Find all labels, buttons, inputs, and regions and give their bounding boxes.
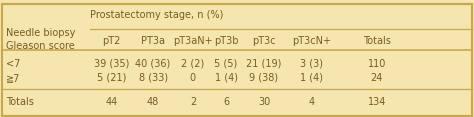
Text: 0: 0: [190, 73, 196, 83]
Text: 3 (3): 3 (3): [300, 59, 323, 69]
Text: 48: 48: [147, 97, 159, 107]
Text: pT3aN+: pT3aN+: [173, 36, 213, 46]
Text: pT2: pT2: [102, 36, 120, 46]
Text: PT3a: PT3a: [141, 36, 165, 46]
Text: 110: 110: [368, 59, 386, 69]
Text: Needle biopsy
Gleason score: Needle biopsy Gleason score: [6, 28, 75, 51]
Text: 39 (35): 39 (35): [94, 59, 129, 69]
Text: 2 (2): 2 (2): [181, 59, 205, 69]
Text: pT3c: pT3c: [252, 36, 276, 46]
Text: 40 (36): 40 (36): [136, 59, 171, 69]
Text: 5 (5): 5 (5): [214, 59, 238, 69]
Text: Prostatectomy stage, n (%): Prostatectomy stage, n (%): [90, 10, 223, 20]
Text: 6: 6: [223, 97, 229, 107]
Text: 2: 2: [190, 97, 196, 107]
Text: 44: 44: [105, 97, 118, 107]
Text: Totals: Totals: [363, 36, 391, 46]
Text: Totals: Totals: [6, 97, 34, 107]
Text: pT3b: pT3b: [214, 36, 238, 46]
Text: pT3cN+: pT3cN+: [292, 36, 331, 46]
Text: ≧7: ≧7: [6, 73, 20, 83]
Text: 24: 24: [371, 73, 383, 83]
Text: 4: 4: [309, 97, 314, 107]
Text: 1 (4): 1 (4): [300, 73, 323, 83]
Text: 21 (19): 21 (19): [246, 59, 282, 69]
Text: 9 (38): 9 (38): [249, 73, 279, 83]
Text: 5 (21): 5 (21): [97, 73, 126, 83]
Text: <7: <7: [6, 59, 20, 69]
Text: 1 (4): 1 (4): [215, 73, 237, 83]
Text: 30: 30: [258, 97, 270, 107]
Text: 8 (33): 8 (33): [138, 73, 168, 83]
Text: 134: 134: [368, 97, 386, 107]
